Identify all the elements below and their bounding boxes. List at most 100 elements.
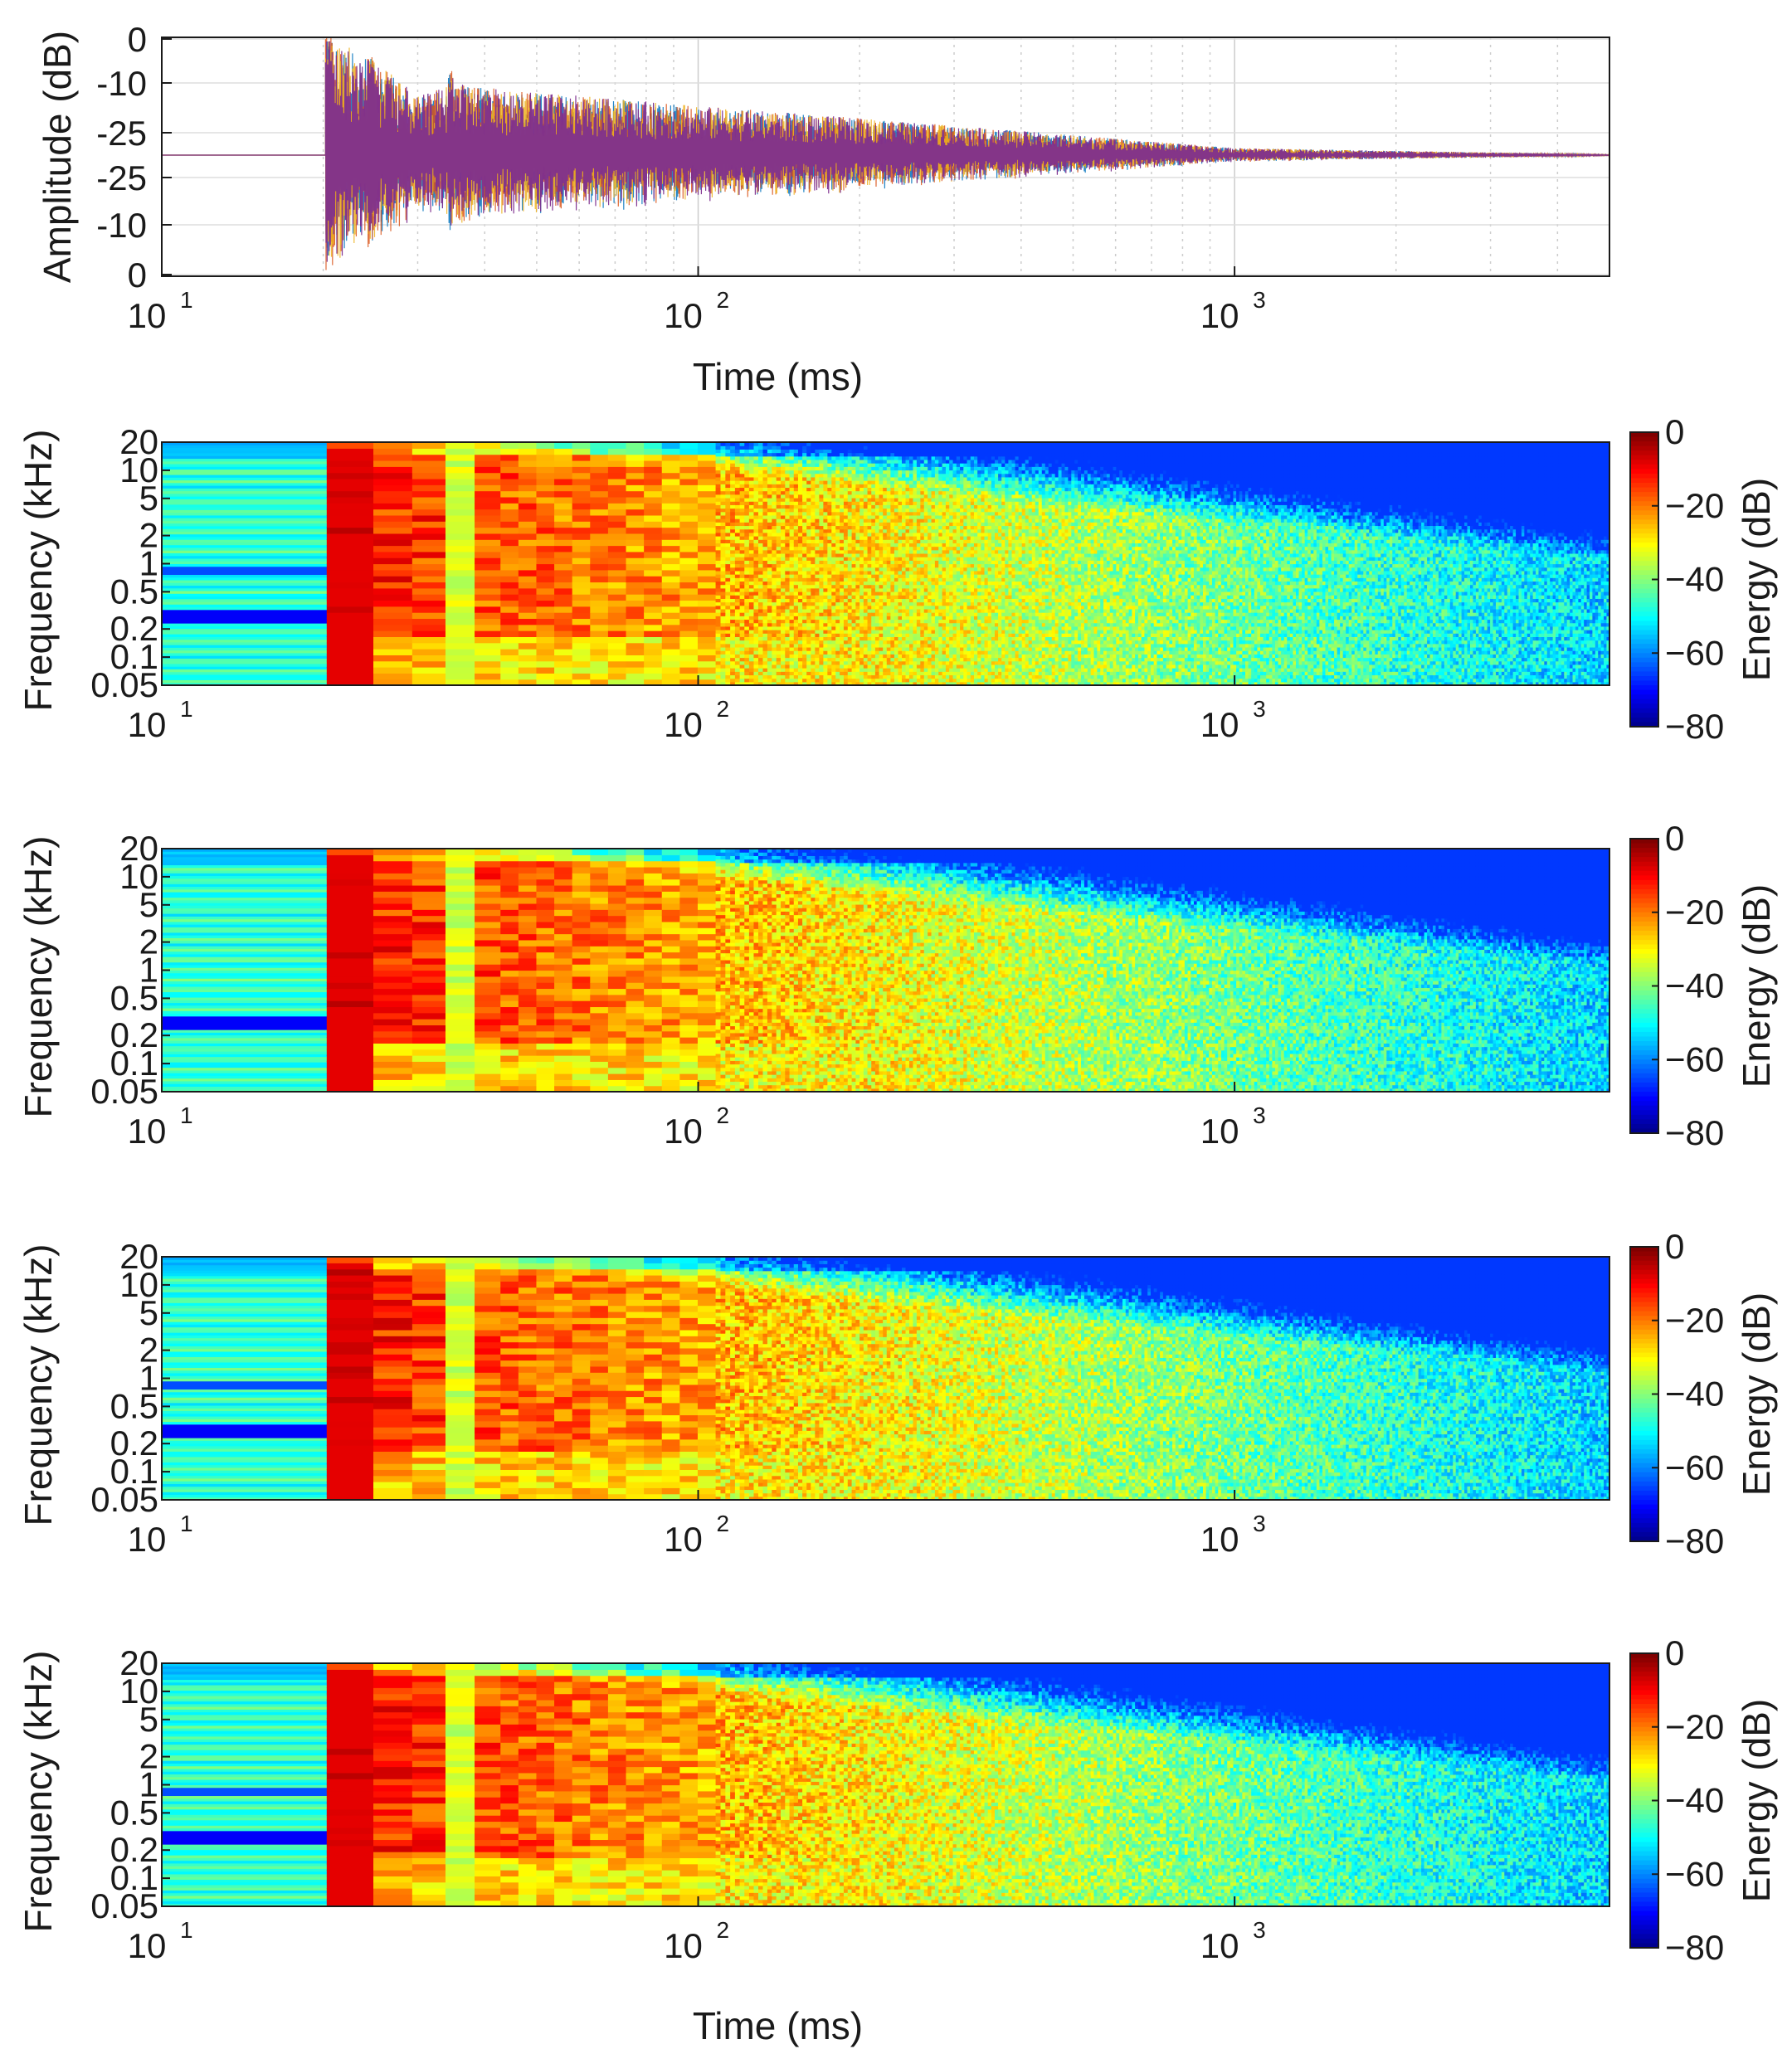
spectrogram-cell	[373, 557, 412, 564]
spectrogram-cell	[500, 582, 519, 588]
spectrogram-cell	[519, 564, 537, 571]
spectrogram-cell	[162, 674, 327, 678]
spectrogram-cell	[475, 521, 501, 528]
spectrogram-cell	[162, 534, 327, 538]
spectrogram-cell	[373, 612, 412, 619]
spectrogram-cell	[162, 621, 327, 624]
spectrogram-cell	[327, 570, 374, 577]
spectrogram-cell	[500, 643, 519, 650]
spectrogram-cell	[519, 649, 537, 655]
spectrogram-cell	[500, 630, 519, 637]
spectrogram-cell	[500, 600, 519, 606]
spectrogram-cell	[327, 533, 374, 540]
spectrogram-cell	[412, 570, 446, 577]
spectrogram-cell	[500, 655, 519, 661]
spectrogram-cell	[475, 546, 501, 552]
spectrogram-cell	[327, 618, 374, 625]
spectrogram-cell	[162, 480, 327, 484]
spectrogram-cell	[327, 661, 374, 668]
spectrogram-cell	[475, 612, 501, 619]
spectrogram-cell	[162, 655, 327, 659]
spectrogram-cell	[412, 667, 446, 674]
spectrogram-cell	[446, 497, 475, 504]
spectrogram-cell	[475, 655, 501, 661]
spectrogram-cell	[475, 630, 501, 637]
spectrogram-cell	[327, 539, 374, 546]
spectrogram-cell	[327, 552, 374, 558]
spectrogram-cell	[162, 596, 327, 600]
spectrogram-cell	[446, 564, 475, 571]
spectrogram-cell	[327, 612, 374, 619]
spectrogram-cell	[162, 610, 327, 613]
spectrogram-cell	[373, 497, 412, 504]
spectrogram-cell	[475, 497, 501, 504]
spectrogram-cell	[500, 515, 519, 522]
spectrogram-cell	[446, 528, 475, 534]
spectrogram-cell	[475, 552, 501, 558]
spectrogram-cell	[446, 618, 475, 625]
spectrogram-cell	[412, 509, 446, 516]
spectrogram-cell	[162, 523, 327, 527]
spectrogram-cell	[162, 528, 327, 532]
spectrogram-cell	[327, 491, 374, 498]
spectrogram-cell	[519, 667, 537, 674]
spectrogram-cell	[500, 521, 519, 528]
spectrogram-cell	[162, 645, 327, 648]
spectrogram-cell	[373, 509, 412, 516]
spectrogram-cell	[500, 667, 519, 674]
spectrogram-cell	[162, 464, 327, 467]
spectrogram-cell	[475, 649, 501, 655]
spectrogram-cell	[373, 455, 412, 461]
spectrogram-cell	[475, 448, 501, 455]
spectrogram-cell	[446, 570, 475, 577]
spectrogram-cell	[162, 450, 327, 454]
spectrogram-cell	[327, 466, 374, 473]
spectrogram-cell	[500, 570, 519, 577]
spectrogram-cell	[446, 509, 475, 516]
spectrogram-cell	[162, 612, 327, 616]
spectrogram-cell	[327, 521, 374, 528]
spectrogram-cell	[412, 625, 446, 631]
spectrogram-cell	[162, 513, 327, 516]
spectrogram-cell	[162, 653, 327, 656]
spectrogram-cell	[327, 442, 374, 449]
spectrogram-cell	[500, 448, 519, 455]
spectrogram-cell	[373, 521, 412, 528]
y-tick-label: -10	[96, 64, 147, 103]
spectrogram-cell	[412, 546, 446, 552]
spectrogram-cell	[475, 594, 501, 601]
spectrogram-cell	[446, 455, 475, 461]
spectrogram-cell	[446, 448, 475, 455]
spectrogram-cell	[327, 643, 374, 650]
spectrogram-cell	[475, 643, 501, 650]
spectrogram-cell	[446, 484, 475, 491]
spectrogram-cell	[475, 576, 501, 582]
y-tick-label: -25	[96, 114, 147, 153]
spectrogram-cell	[162, 664, 327, 667]
spectrogram-cell	[162, 485, 327, 489]
spectrogram-cell	[162, 669, 327, 672]
spectrogram-cell	[412, 515, 446, 522]
spectrogram-cell	[373, 655, 412, 661]
spectrogram-cell	[162, 631, 327, 635]
spectrogram-cell	[475, 533, 501, 540]
spectrogram-cell	[446, 582, 475, 588]
spectrogram-cell	[500, 661, 519, 668]
waveform-panel: 0-10-25-25-10010 1 10 2 10 3Time (ms)Amplitud…	[36, 20, 1609, 398]
x-tick-exponent: 3	[1253, 287, 1266, 313]
spectrogram-cell	[162, 539, 327, 543]
y-tick-label: 0	[128, 20, 147, 59]
spectrogram-cell	[162, 504, 327, 508]
spectrogram-cell	[162, 550, 327, 553]
spectrogram-cell	[475, 528, 501, 534]
spectrogram-cell	[327, 564, 374, 571]
spectrogram-cell	[475, 667, 501, 674]
spectrogram-cell	[162, 526, 327, 529]
spectrogram-cell	[500, 576, 519, 582]
spectrogram-cell	[327, 484, 374, 491]
spectrogram-cell	[500, 612, 519, 619]
spectrogram-cell	[519, 612, 537, 619]
spectrogram-cell	[519, 588, 537, 595]
spectrogram-cell	[475, 460, 501, 467]
spectrogram-cell	[446, 606, 475, 613]
